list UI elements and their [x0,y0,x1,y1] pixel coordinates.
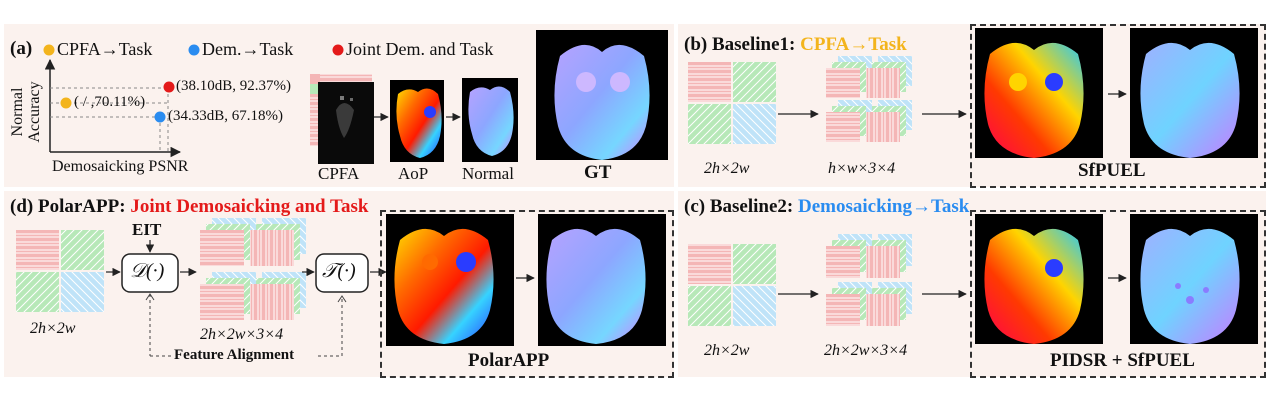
feature-alignment-label: Feature Alignment [174,347,295,363]
stack-c [826,234,912,326]
panel-c-title: (c) Baseline2: Demosaicking→Task [684,196,969,218]
pipeline-cpfa-label: CPFA [318,164,360,183]
pipeline-aop-label: AoP [398,164,429,183]
legend-dem-text: Dem.→Task [202,39,294,59]
t-operator-box [315,253,369,293]
y-axis-label-line1: Normal [9,87,26,137]
point-label-dem: (34.33dB, 67.18%) [168,108,283,124]
polarapp-box [380,210,674,378]
pidsr-box [970,210,1266,378]
point-label-cpfa: ( / ,70.11%) [74,94,146,110]
legend-dot-dem [188,44,200,56]
panel-b-dim2: h×w×3×4 [828,160,896,177]
stack-d [200,218,306,320]
panel-b-dim1: 2h×2w [704,160,750,177]
eit-label: EIT [132,220,162,239]
gt-label: GT [584,162,612,183]
panel-b-title-accent: CPFA→Task [800,34,907,55]
panel-a-label: (a) [10,38,33,59]
d-operator-label: 𝒟(·) [130,260,165,282]
point-joint [163,81,175,93]
stack-b [826,56,912,142]
point-dem [154,111,166,123]
pidsr-label: PIDSR + SfPUEL [1050,350,1195,371]
point-label-joint: (38.10dB, 92.37%) [176,78,291,94]
legend-dot-joint [332,44,344,56]
panel-b-title-prefix: (b) Baseline1: [684,34,801,55]
panel-d-title-prefix: (d) PolarAPP: [10,196,131,217]
panel-d-dim2: 2h×2w×3×4 [200,326,284,343]
panel-c-dim2: 2h×2w×3×4 [824,342,908,359]
panel-d-title-accent: Joint Demosaicking and Task [130,196,369,217]
legend-dot-cpfa [43,44,55,56]
panel-b-title: (b) Baseline1: CPFA→Task [684,34,907,56]
panel-c-dim1: 2h×2w [704,342,750,359]
y-axis-label-line2: Accuracy [26,81,43,143]
y-axis-label: Normal Accuracy [9,64,43,160]
mosaic-c-input [688,244,776,326]
sfpuel-label: SfPUEL [1078,160,1146,181]
t-operator-label: 𝒯(·) [322,260,356,282]
panel-c-title-prefix: (c) Baseline2: [684,196,798,217]
mosaic-d-input [16,230,104,312]
legend-cpfa-text: CPFA→Task [57,39,153,59]
panel-c-title-accent: Demosaicking→Task [797,196,970,217]
d-operator-box [121,253,179,293]
polarapp-label: PolarAPP [468,350,550,371]
legend-joint-text: Joint Dem. and Task [346,39,494,59]
panel-d-dim1: 2h×2w [30,320,76,337]
mosaic-b-input [688,62,776,144]
x-axis-label: Demosaicking PSNR [52,158,189,175]
panel-d-title: (d) PolarAPP: Joint Demosaicking and Tas… [10,196,368,218]
sfpuel-box [970,24,1266,188]
point-cpfa [60,97,72,109]
pipeline-normal-label: Normal [462,164,514,183]
